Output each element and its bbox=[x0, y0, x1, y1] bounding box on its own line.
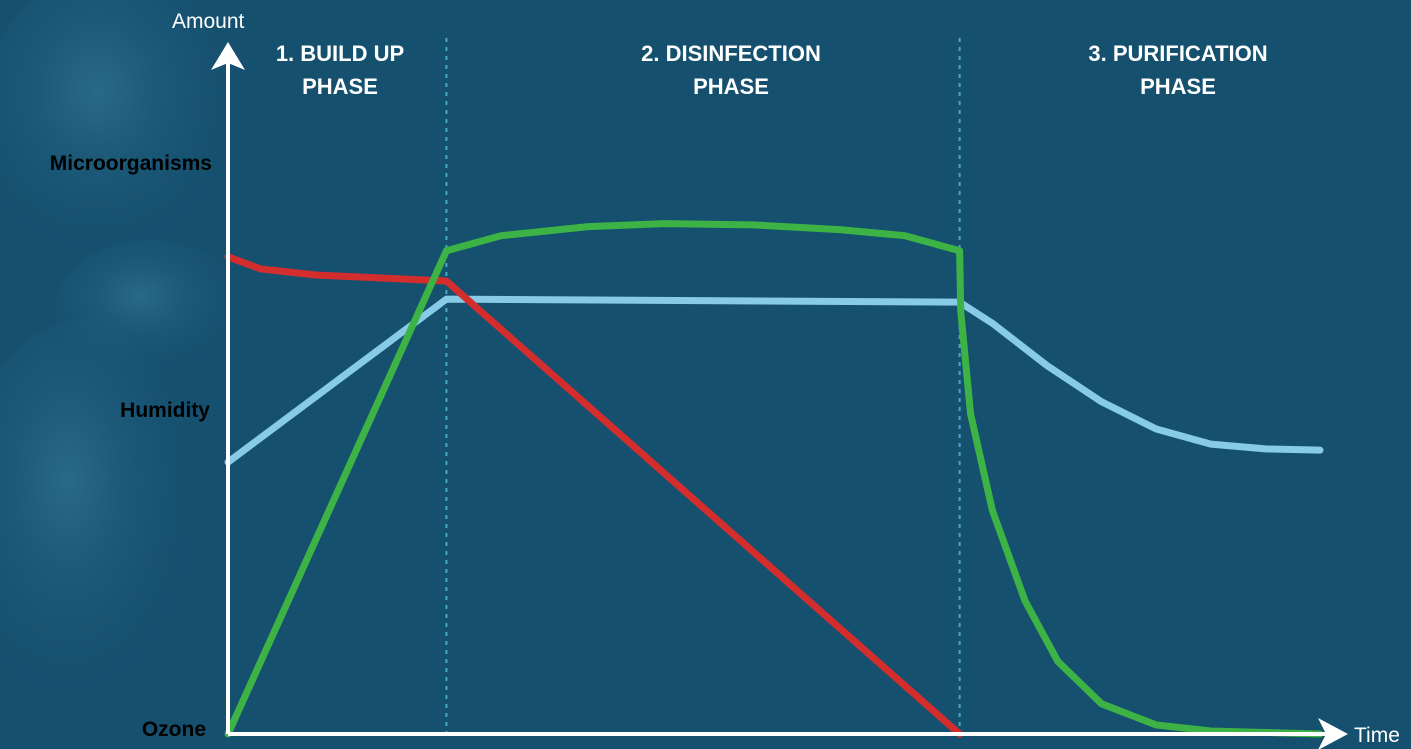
x-axis-arrow-icon bbox=[1318, 718, 1348, 749]
series-label-microorganisms: Microorganisms bbox=[49, 152, 212, 175]
y-axis-arrow-icon bbox=[211, 42, 245, 70]
series-line-microorganisms bbox=[224, 253, 964, 738]
y-axis-label: Amount bbox=[172, 10, 245, 33]
x-axis-label: Time bbox=[1354, 724, 1400, 747]
series-line-humidity bbox=[224, 295, 1324, 466]
phase-label-disinfection: 2. DISINFECTION PHASE bbox=[641, 41, 821, 99]
phase-label-build-up: 1. BUILD UP PHASE bbox=[275, 41, 405, 99]
series-line-ozone bbox=[224, 220, 1324, 738]
phase-label-purification: 3. PURIFICATION PHASE bbox=[1088, 41, 1268, 99]
series-label-humidity: Humidity bbox=[120, 399, 210, 422]
series-label-ozone: Ozone bbox=[141, 718, 206, 741]
